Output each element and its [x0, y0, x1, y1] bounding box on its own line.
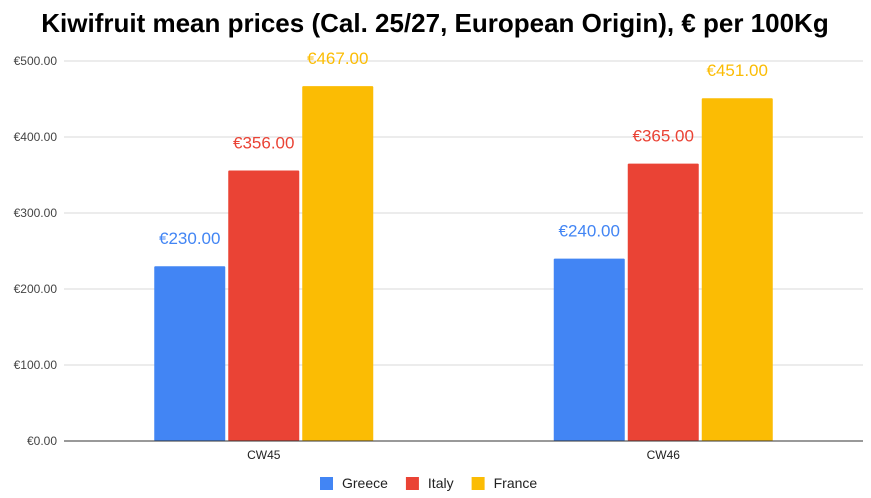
legend-swatch-france: [471, 477, 485, 490]
data-label: €365.00: [633, 127, 694, 146]
x-category-label: CW45: [247, 448, 281, 462]
data-label: €451.00: [707, 61, 768, 80]
bar-italy-cw45: [228, 170, 300, 441]
data-label: €230.00: [159, 229, 220, 248]
legend-swatch-greece: [320, 477, 333, 490]
bar-italy-cw46: [627, 163, 699, 441]
y-tick-label: €400.00: [14, 130, 58, 144]
legend-label-italy: Italy: [428, 475, 454, 491]
y-tick-label: €200.00: [14, 282, 58, 296]
chart-title: Kiwifruit mean prices (Cal. 25/27, Europ…: [41, 8, 828, 38]
data-label: €356.00: [233, 133, 294, 152]
data-label: €467.00: [307, 49, 368, 68]
data-labels: €230.00 €356.00 €467.00 €240.00 €365.00 €451.…: [159, 49, 768, 248]
bar-greece-cw45: [154, 266, 226, 441]
bar-greece-cw46: [553, 258, 625, 441]
y-tick-label: €500.00: [14, 54, 58, 68]
legend-label-france: France: [494, 475, 538, 491]
x-axis-category-labels: CW45 CW46: [247, 448, 680, 462]
x-category-label: CW46: [647, 448, 681, 462]
legend: Greece Italy France: [320, 475, 537, 491]
bar-france-cw46: [701, 98, 773, 442]
legend-swatch-italy: [405, 477, 419, 490]
y-tick-label: €100.00: [14, 358, 58, 372]
data-label: €240.00: [559, 222, 620, 241]
legend-label-greece: Greece: [342, 475, 388, 491]
y-tick-label: €0.00: [27, 434, 57, 448]
bars: [154, 86, 773, 442]
bar-france-cw45: [302, 86, 374, 441]
y-tick-label: €300.00: [14, 206, 58, 220]
y-axis-tick-labels: €0.00 €100.00 €200.00 €300.00 €400.00 €500.00: [14, 54, 58, 448]
